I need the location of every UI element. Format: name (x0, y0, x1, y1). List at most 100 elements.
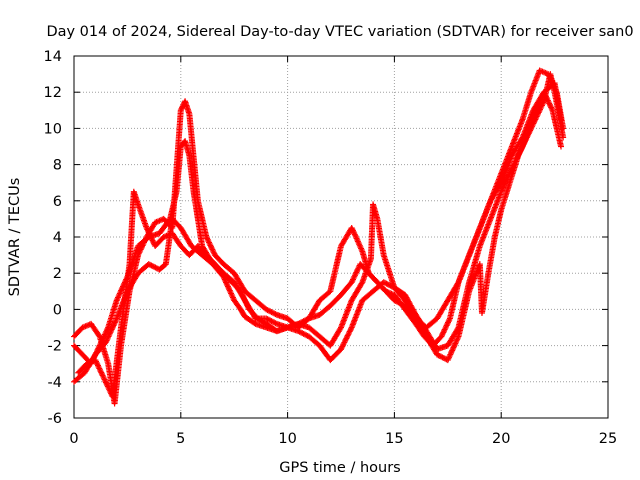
data-point-marker (229, 294, 236, 301)
x-tick-label: 0 (69, 431, 78, 447)
y-axis-label: SDTVAR / TECUs (7, 178, 23, 297)
data-point-marker (523, 134, 530, 141)
data-point-marker (436, 353, 443, 360)
data-point-marker (351, 272, 358, 279)
data-point-marker (452, 340, 459, 347)
data-point-marker (348, 279, 355, 286)
data-point-marker (534, 112, 541, 119)
data-point-marker (351, 273, 358, 280)
data-point-marker (203, 234, 210, 240)
data-point-marker (265, 307, 272, 314)
data-point-marker (263, 315, 270, 322)
data-point-marker (352, 232, 359, 239)
series-track-4 (75, 71, 567, 400)
data-point-marker (517, 146, 524, 153)
data-markers (71, 67, 567, 407)
data-point-marker (384, 281, 391, 288)
data-point-marker (303, 332, 310, 339)
data-point-marker (434, 351, 441, 358)
series-track-3 (71, 67, 567, 407)
data-point-marker (452, 339, 459, 346)
data-point-marker (98, 369, 105, 376)
data-point-marker (394, 298, 401, 305)
data-point-marker (416, 318, 423, 325)
data-point-marker (144, 226, 151, 233)
data-point-marker (139, 243, 146, 250)
data-point-marker (269, 309, 276, 316)
data-point-marker (442, 323, 449, 330)
data-point-marker (380, 279, 387, 286)
data-point-marker (442, 325, 449, 332)
data-point-marker (147, 233, 154, 240)
data-point-marker (206, 240, 213, 247)
data-point-marker (340, 340, 347, 347)
data-point-marker (443, 322, 450, 329)
data-point-marker (94, 362, 101, 369)
data-point-marker (106, 332, 113, 339)
y-tick-label: -4 (48, 375, 62, 391)
data-point-marker (538, 102, 545, 109)
data-point-marker (435, 352, 442, 359)
data-point-marker (240, 293, 247, 300)
data-point-marker (523, 135, 530, 142)
data-point-marker (345, 331, 352, 338)
data-point-marker (225, 284, 232, 291)
data-point-marker (265, 316, 272, 323)
data-point-marker (342, 336, 349, 343)
data-point-marker (521, 140, 528, 147)
x-tick-label: 5 (176, 431, 185, 447)
data-point-marker (111, 320, 118, 327)
data-point-marker (148, 236, 155, 243)
data-point-marker (105, 333, 112, 340)
data-point-marker (419, 325, 426, 332)
data-point-marker (207, 242, 214, 249)
data-point-marker (143, 224, 150, 231)
data-point-marker (101, 376, 108, 383)
data-point-marker (438, 333, 445, 340)
data-point-marker (444, 319, 451, 326)
data-point-marker (515, 151, 522, 158)
data-point-marker (446, 352, 453, 359)
data-point-marker (501, 180, 508, 187)
data-point-marker (447, 350, 454, 357)
data-point-marker (226, 287, 233, 294)
data-point-marker (149, 237, 156, 244)
data-point-marker (239, 292, 246, 299)
data-point-marker (241, 296, 248, 303)
data-point-marker (502, 179, 509, 186)
data-point-marker (148, 234, 155, 241)
data-point-marker (413, 313, 420, 320)
data-point-marker (498, 188, 505, 195)
data-point-marker (263, 306, 270, 313)
data-point-marker (243, 300, 250, 307)
data-point-marker (99, 372, 106, 379)
data-point-marker (530, 120, 537, 127)
data-point-marker (531, 117, 538, 124)
data-point-marker (391, 297, 398, 304)
data-point-marker (104, 336, 111, 343)
data-point-marker (242, 298, 249, 305)
data-point-marker (444, 357, 451, 364)
data-point-marker (135, 252, 142, 259)
data-point-marker (527, 127, 534, 134)
data-point-marker (547, 103, 554, 110)
data-point-marker (272, 311, 279, 318)
data-point-marker (392, 298, 399, 305)
data-point-marker (210, 249, 217, 256)
data-point-marker (337, 325, 344, 332)
data-point-marker (499, 185, 506, 192)
data-point-marker (96, 365, 103, 372)
data-point-marker (444, 321, 451, 328)
data-point-marker (398, 300, 405, 307)
data-point-marker (348, 325, 355, 332)
data-point-marker (447, 351, 454, 358)
data-point-marker (150, 238, 157, 245)
data-point-marker (349, 276, 356, 283)
data-point-marker (103, 380, 110, 387)
data-point-marker (139, 242, 146, 249)
data-point-marker (208, 245, 215, 252)
data-point-marker (450, 344, 457, 351)
data-point-marker (350, 275, 357, 282)
data-point-marker (439, 332, 446, 339)
data-point-marker (116, 290, 123, 297)
